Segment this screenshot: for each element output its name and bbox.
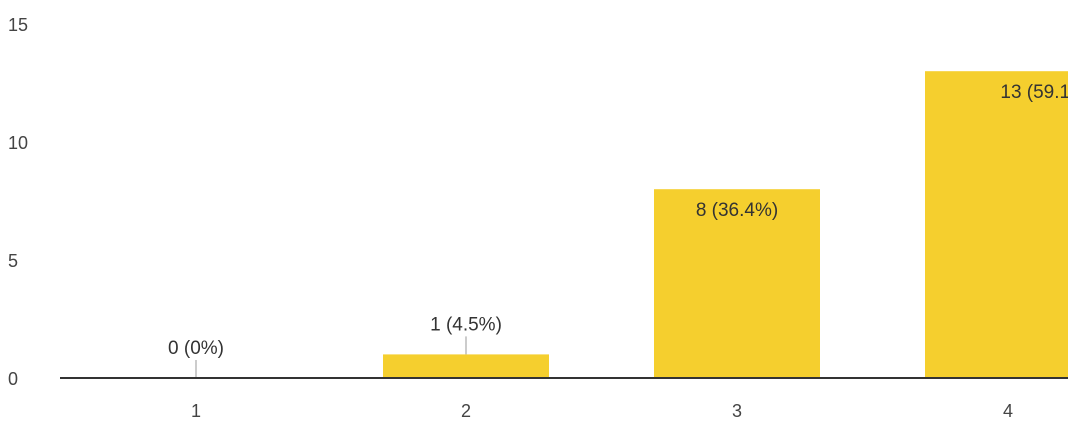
leader-lines-group xyxy=(195,336,467,378)
y-axis-ticks: 0 5 10 15 xyxy=(8,15,28,389)
y-tick-label-5: 5 xyxy=(8,251,18,271)
data-labels-group: 0 (0%) 1 (4.5%) 8 (36.4%) 13 (59.1% xyxy=(168,82,1068,359)
x-tick-label-1: 1 xyxy=(191,401,201,421)
data-label-4: 13 (59.1% xyxy=(1000,82,1068,103)
bar-3 xyxy=(654,189,820,378)
bar-4 xyxy=(925,71,1068,378)
data-label-3: 8 (36.4%) xyxy=(696,200,778,221)
y-tick-label-15: 15 xyxy=(8,15,28,35)
data-label-1: 0 (0%) xyxy=(168,338,224,359)
y-tick-label-10: 10 xyxy=(8,133,28,153)
x-tick-label-4: 4 xyxy=(1003,401,1013,421)
x-tick-label-3: 3 xyxy=(732,401,742,421)
x-tick-label-2: 2 xyxy=(461,401,471,421)
data-label-2: 1 (4.5%) xyxy=(430,314,502,335)
bar-2 xyxy=(383,354,549,378)
y-tick-label-0: 0 xyxy=(8,369,18,389)
x-axis-ticks: 1 2 3 4 xyxy=(191,401,1013,421)
bars-group xyxy=(383,71,1068,378)
